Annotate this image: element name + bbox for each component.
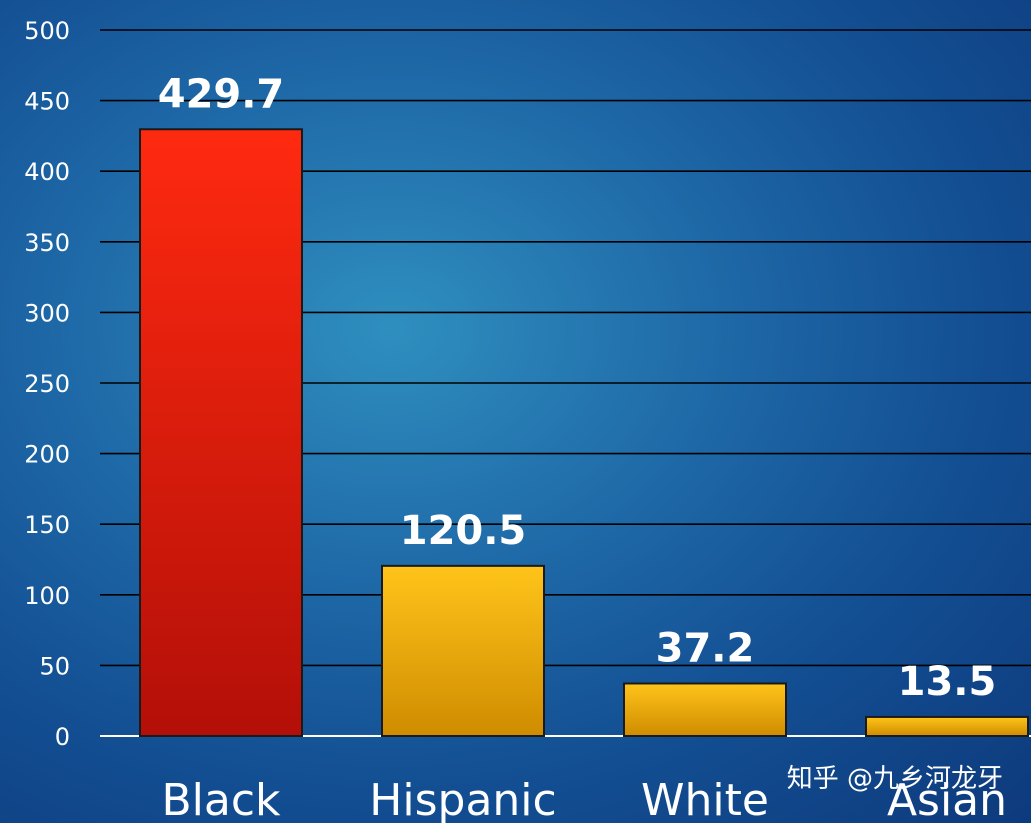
y-tick-label: 450	[24, 88, 70, 116]
y-tick-label: 300	[24, 299, 70, 327]
y-tick-label: 200	[24, 441, 70, 469]
bar-black	[139, 128, 303, 737]
bars	[139, 128, 1029, 737]
value-label: 429.7	[158, 71, 285, 117]
bar-hispanic	[381, 564, 545, 737]
y-tick-label: 500	[24, 17, 70, 45]
y-tick-label: 400	[24, 158, 70, 186]
y-axis-tick-labels: 0 50 100 150 200 250 300 350 400 450 500	[24, 17, 70, 751]
y-tick-label: 350	[24, 229, 70, 257]
y-tick-label: 150	[24, 511, 70, 539]
watermark-text: 知乎 @九乡河龙牙	[786, 764, 1003, 794]
y-tick-label: 250	[24, 370, 70, 398]
category-label: White	[641, 775, 769, 823]
value-label: 13.5	[898, 659, 997, 705]
y-tick-label: 50	[39, 652, 70, 680]
category-label: Black	[161, 775, 281, 823]
bar-white	[623, 682, 787, 737]
category-label: Hispanic	[369, 775, 556, 823]
value-labels: 429.7 120.5 37.2 13.5	[158, 71, 997, 705]
y-tick-label: 0	[55, 723, 70, 751]
category-labels: Black Hispanic White Asian	[161, 775, 1007, 823]
bar-asian	[865, 715, 1029, 737]
category-label: Asian	[887, 775, 1007, 823]
y-tick-label: 100	[24, 582, 70, 610]
value-label: 120.5	[400, 508, 527, 554]
value-label: 37.2	[656, 625, 755, 671]
